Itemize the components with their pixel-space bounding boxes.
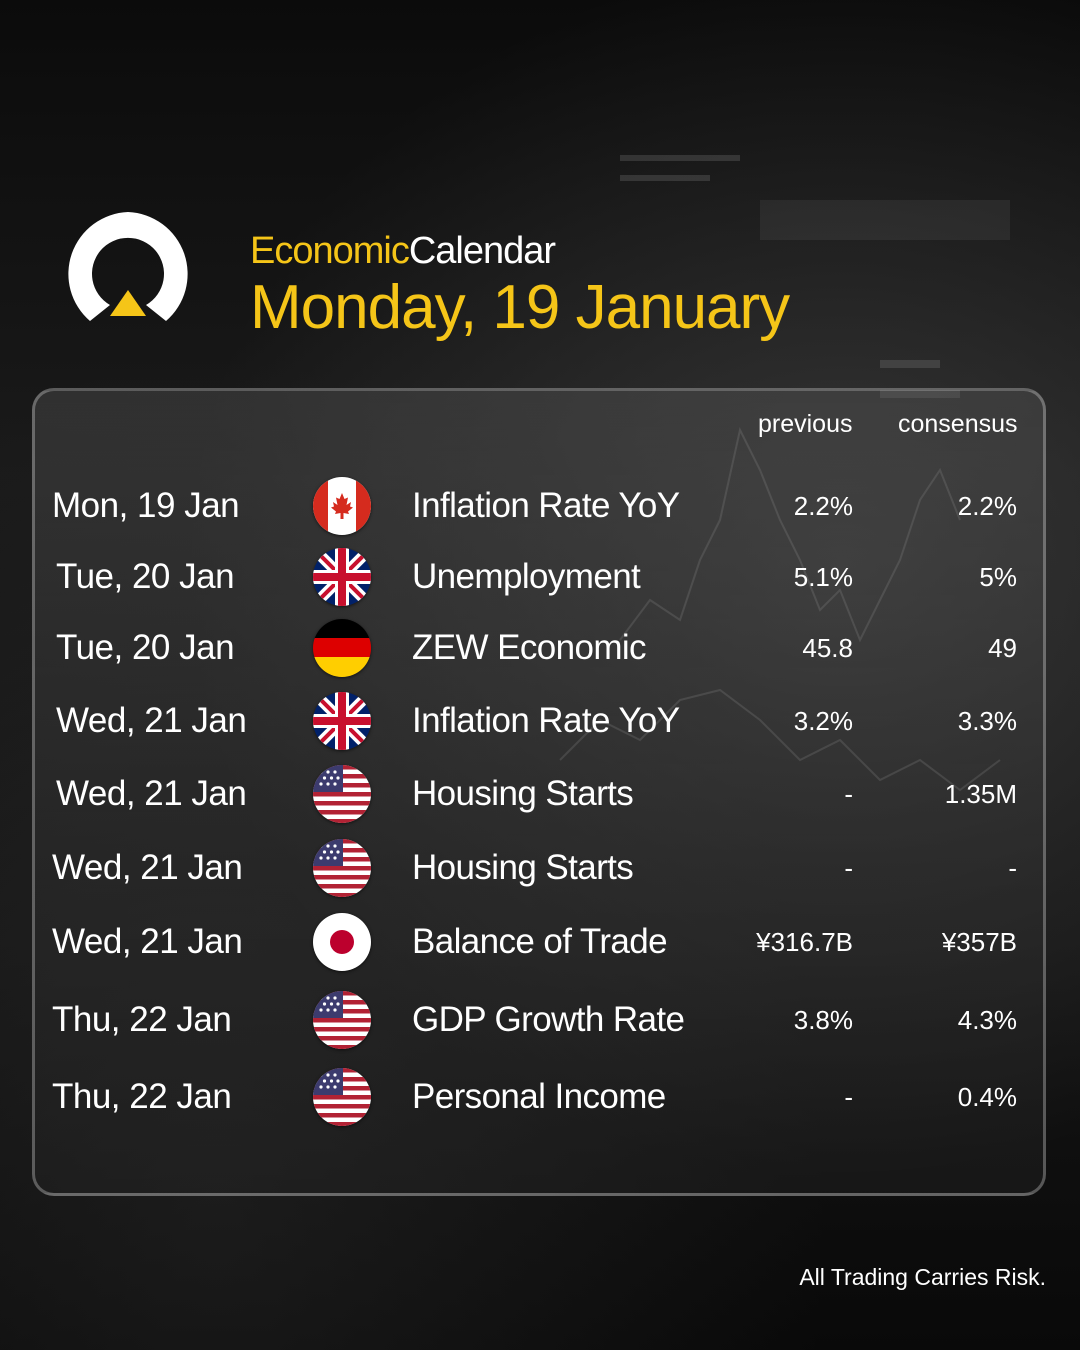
germany-flag-icon <box>313 619 371 677</box>
row-previous: 2.2% <box>793 491 853 521</box>
usa-flag-icon <box>313 1068 371 1126</box>
row-consensus: 5% <box>979 562 1017 592</box>
row-previous: ¥316.7B <box>756 927 853 957</box>
row-date: Thu, 22 Jan <box>52 1000 232 1039</box>
row-consensus: 3.3% <box>957 706 1017 736</box>
table-row: Thu, 22 Jan GDP Growth Rate 3.8% 4.3% <box>0 990 1080 1050</box>
row-previous: 3.8% <box>793 1005 853 1035</box>
table-row: Thu, 22 Jan Personal Income - 0.4% <box>0 1067 1080 1127</box>
table-row: Wed, 21 Jan Balance of Trade ¥316.7B ¥35… <box>0 912 1080 972</box>
row-event: Housing Starts <box>412 848 634 887</box>
table-row: Tue, 20 Jan Unemployment 5.1% 5% <box>0 547 1080 607</box>
row-event: Inflation Rate YoY <box>412 486 680 525</box>
row-consensus: - <box>1008 853 1017 883</box>
uk-flag-icon <box>313 692 371 750</box>
canada-flag-icon <box>313 477 371 535</box>
uk-flag-icon <box>313 548 371 606</box>
table-row: Wed, 21 Jan Housing Starts - - <box>0 838 1080 898</box>
row-event: ZEW Economic <box>412 628 647 667</box>
table-row: Mon, 19 Jan Inflation Rate YoY 2.2% 2.2% <box>0 476 1080 536</box>
row-previous: 5.1% <box>793 562 853 592</box>
row-date: Wed, 21 Jan <box>52 922 243 961</box>
row-previous: 3.2% <box>793 706 853 736</box>
usa-flag-icon <box>313 839 371 897</box>
header-subtitle-accent: Economic <box>250 230 410 272</box>
row-consensus: 2.2% <box>957 491 1017 521</box>
brand-logo <box>68 212 188 321</box>
row-event: Housing Starts <box>412 774 634 813</box>
usa-flag-icon <box>313 765 371 823</box>
row-date: Wed, 21 Jan <box>52 848 243 887</box>
row-date: Thu, 22 Jan <box>52 1077 232 1116</box>
usa-flag-icon <box>313 991 371 1049</box>
row-event: Inflation Rate YoY <box>412 701 680 740</box>
row-date: Tue, 20 Jan <box>56 557 235 596</box>
row-previous: - <box>844 779 853 809</box>
column-header-previous: previous <box>758 410 853 438</box>
row-consensus: 1.35M <box>944 779 1017 809</box>
row-event: Personal Income <box>412 1077 666 1116</box>
row-previous: - <box>844 853 853 883</box>
header-subtitle-plain: Calendar <box>408 230 556 272</box>
row-date: Wed, 21 Jan <box>56 701 247 740</box>
japan-flag-icon <box>313 913 371 971</box>
row-consensus: ¥357B <box>941 927 1017 957</box>
row-event: GDP Growth Rate <box>412 1000 685 1039</box>
table-row: Tue, 20 Jan ZEW Economic 45.8 49 <box>0 618 1080 678</box>
row-date: Mon, 19 Jan <box>52 486 240 525</box>
row-date: Tue, 20 Jan <box>56 628 235 667</box>
row-previous: - <box>844 1082 853 1112</box>
page-title: Monday, 19 January <box>250 273 790 342</box>
row-event: Unemployment <box>412 557 641 596</box>
row-consensus: 4.3% <box>957 1005 1017 1035</box>
table-row: Wed, 21 Jan Inflation Rate YoY 3.2% 3.3% <box>0 691 1080 751</box>
column-header-consensus: consensus <box>898 410 1018 438</box>
row-consensus: 0.4% <box>957 1082 1017 1112</box>
row-event: Balance of Trade <box>412 922 668 961</box>
header-subtitle: EconomicCalendar <box>250 228 556 274</box>
row-consensus: 49 <box>988 633 1017 663</box>
row-previous: 45.8 <box>802 633 853 663</box>
calendar-panel <box>32 388 1046 1196</box>
risk-disclaimer: All Trading Carries Risk. <box>799 1264 1046 1290</box>
row-date: Wed, 21 Jan <box>56 774 247 813</box>
table-row: Wed, 21 Jan Housing Starts - 1.35M <box>0 764 1080 824</box>
